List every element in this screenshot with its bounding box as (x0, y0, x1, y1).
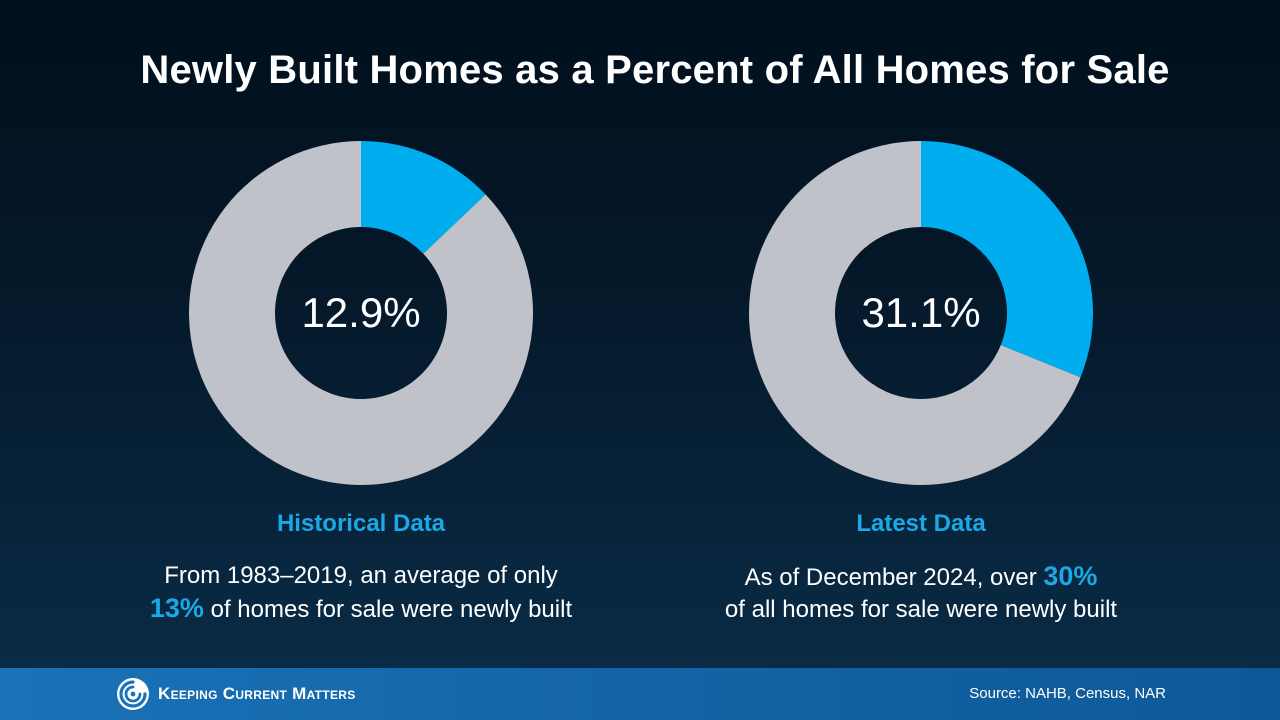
source-note: Source: NAHB, Census, NAR (969, 685, 1166, 702)
historical-line-1: From 1983–2019, an average of only (164, 562, 558, 589)
other-homes-slice (749, 141, 1081, 486)
footer-bar: Keeping Current Matters Source: NAHB, Ce… (0, 668, 1280, 720)
latest-line-2: of all homes for sale were newly built (724, 596, 1118, 623)
latest-donut-chart: 31.1% (748, 140, 1094, 486)
latest-highlight: 30% (1043, 561, 1098, 591)
latest-line-1: As of December 2024, over 30% (661, 560, 1181, 594)
newly-built-slice (921, 141, 1093, 378)
historical-description: From 1983–2019, an average of only 13% o… (101, 560, 621, 626)
historical-line-2-rest: of homes for sale were newly built (203, 596, 573, 623)
latest-line-1-text: As of December 2024, over (744, 564, 1044, 591)
kcm-swirl-icon (117, 678, 149, 710)
newly-built-slice (361, 141, 486, 254)
kcm-logo-text: Keeping Current Matters (158, 684, 356, 703)
historical-line-2: 13% of homes for sale were newly built (101, 592, 621, 626)
latest-center-label: 31.1% (861, 289, 981, 336)
historical-center-label: 12.9% (301, 289, 421, 336)
page-title: Newly Built Homes as a Percent of All Ho… (140, 48, 1170, 92)
historical-donut-svg (189, 141, 533, 485)
kcm-logo: Keeping Current Matters (116, 677, 356, 711)
other-homes-slice (189, 141, 533, 485)
latest-description: As of December 2024, over 30% of all hom… (661, 560, 1181, 626)
historical-heading: Historical Data (276, 510, 446, 537)
historical-donut-chart: 12.9% (188, 140, 534, 486)
latest-heading: Latest Data (856, 510, 986, 537)
historical-highlight: 13% (149, 593, 204, 623)
latest-donut-svg (749, 141, 1093, 486)
